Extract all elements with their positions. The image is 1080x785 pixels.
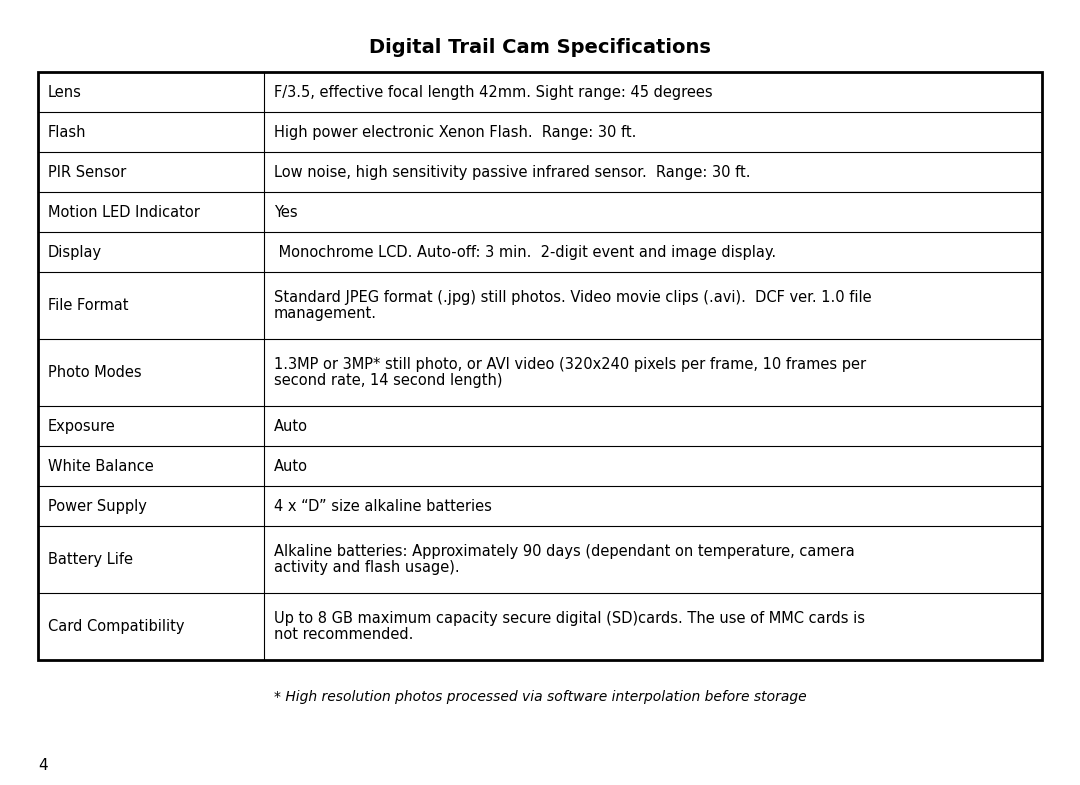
Text: Battery Life: Battery Life [48, 553, 133, 568]
Text: Motion LED Indicator: Motion LED Indicator [48, 205, 200, 220]
Text: * High resolution photos processed via software interpolation before storage: * High resolution photos processed via s… [273, 690, 807, 704]
Text: 4 x “D” size alkaline batteries: 4 x “D” size alkaline batteries [274, 498, 491, 514]
Text: Standard JPEG format (.jpg) still photos. Video movie clips (.avi).  DCF ver. 1.: Standard JPEG format (.jpg) still photos… [274, 290, 872, 305]
Text: File Format: File Format [48, 298, 129, 313]
Text: second rate, 14 second length): second rate, 14 second length) [274, 373, 502, 388]
Text: White Balance: White Balance [48, 458, 153, 473]
Text: Monochrome LCD. Auto-off: 3 min.  2-digit event and image display.: Monochrome LCD. Auto-off: 3 min. 2-digit… [274, 245, 777, 260]
Text: Yes: Yes [274, 205, 297, 220]
Text: Low noise, high sensitivity passive infrared sensor.  Range: 30 ft.: Low noise, high sensitivity passive infr… [274, 165, 751, 180]
Text: activity and flash usage).: activity and flash usage). [274, 560, 459, 575]
Text: F/3.5, effective focal length 42mm. Sight range: 45 degrees: F/3.5, effective focal length 42mm. Sigh… [274, 85, 713, 100]
Text: Up to 8 GB maximum capacity secure digital (SD)cards. The use of MMC cards is: Up to 8 GB maximum capacity secure digit… [274, 611, 865, 626]
Text: management.: management. [274, 306, 377, 321]
Text: Display: Display [48, 245, 103, 260]
Text: Photo Modes: Photo Modes [48, 365, 141, 380]
Text: Alkaline batteries: Approximately 90 days (dependant on temperature, camera: Alkaline batteries: Approximately 90 day… [274, 544, 854, 559]
Text: not recommended.: not recommended. [274, 627, 414, 642]
Bar [38, 72, 1042, 660]
Text: Lens: Lens [48, 85, 82, 100]
Text: 4: 4 [38, 758, 48, 773]
Text: PIR Sensor: PIR Sensor [48, 165, 126, 180]
Text: 1.3MP or 3MP* still photo, or AVI video (320x240 pixels per frame, 10 frames per: 1.3MP or 3MP* still photo, or AVI video … [274, 357, 866, 372]
Text: Exposure: Exposure [48, 418, 116, 433]
Text: Auto: Auto [274, 418, 308, 433]
Text: Power Supply: Power Supply [48, 498, 147, 514]
Text: High power electronic Xenon Flash.  Range: 30 ft.: High power electronic Xenon Flash. Range… [274, 125, 636, 140]
Text: Card Compatibility: Card Compatibility [48, 619, 185, 634]
Text: Auto: Auto [274, 458, 308, 473]
Text: Digital Trail Cam Specifications: Digital Trail Cam Specifications [369, 38, 711, 57]
Text: Flash: Flash [48, 125, 86, 140]
